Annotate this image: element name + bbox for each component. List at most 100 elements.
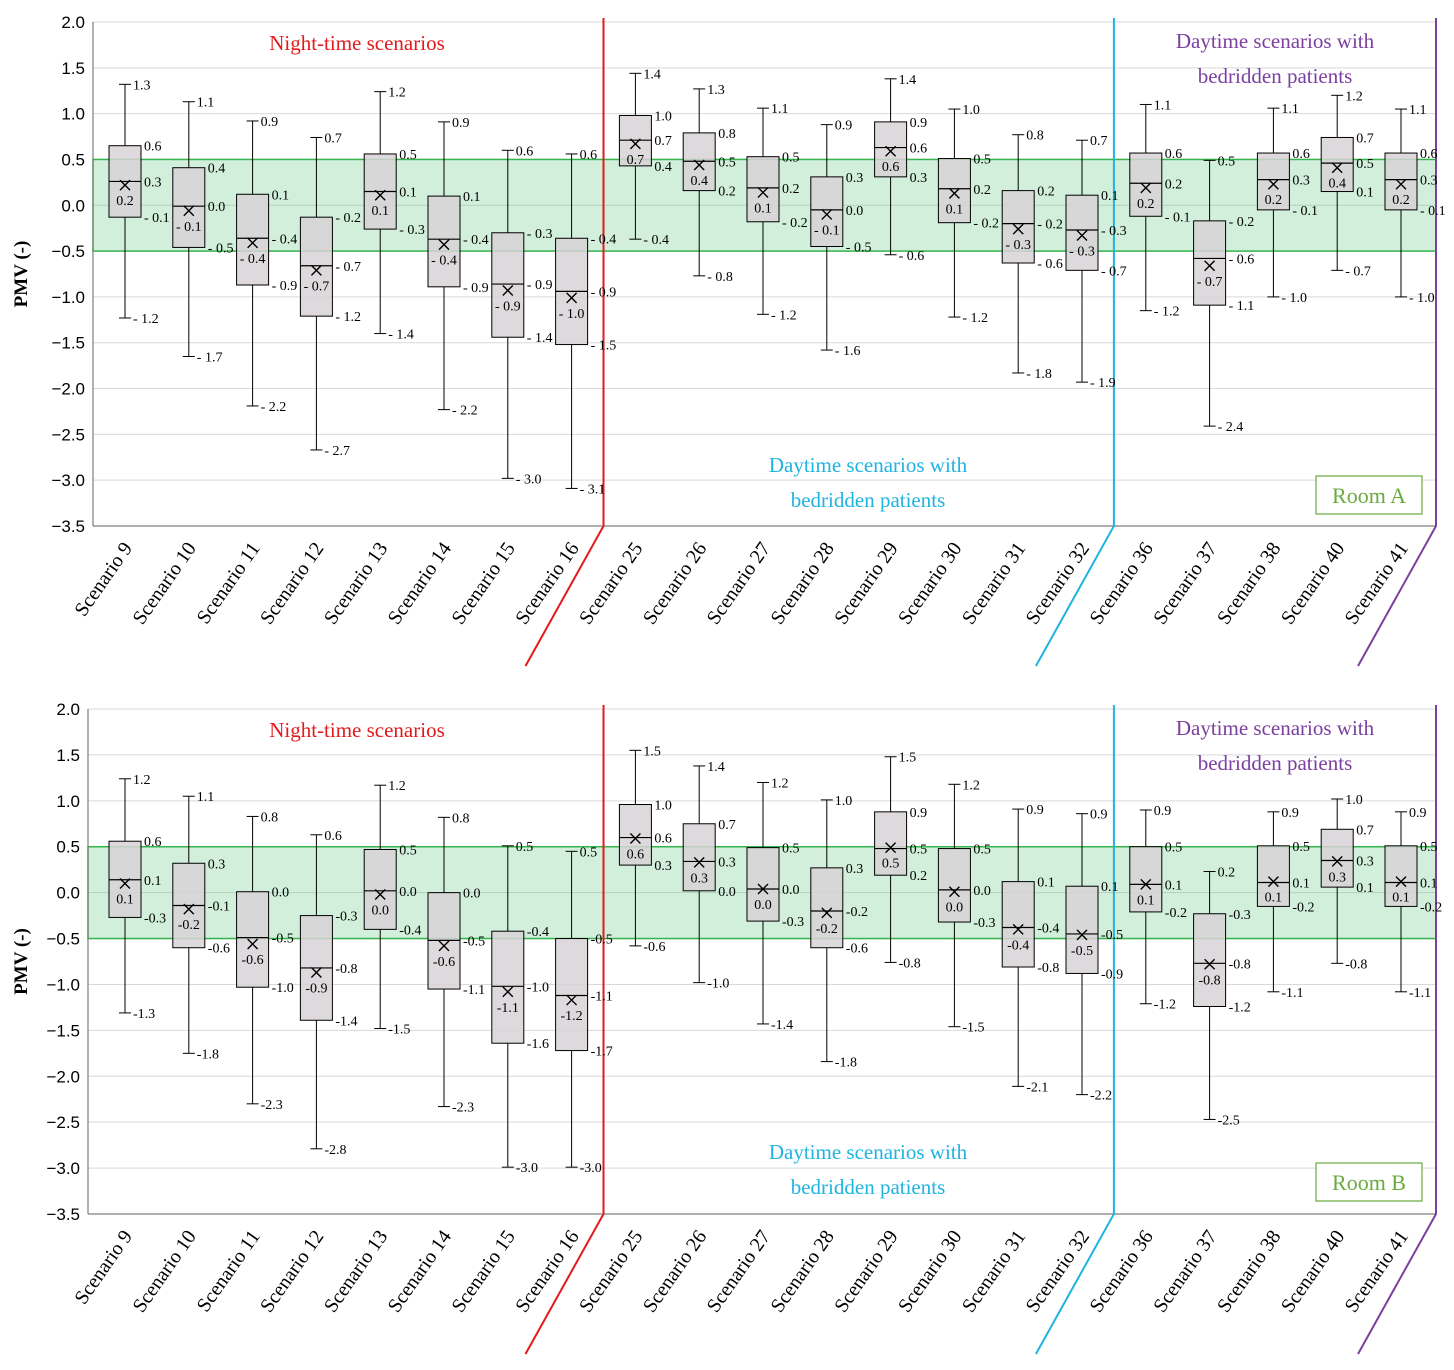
mean-marker: [247, 237, 259, 249]
label-min: -2.5: [1218, 1113, 1240, 1128]
label-median: 0.0: [846, 204, 864, 219]
label-mean: -0.6: [433, 955, 455, 970]
label-q3: 0.1: [1101, 189, 1119, 204]
label-q3: 0.6: [1420, 147, 1438, 162]
y-tick-label: 1.5: [56, 746, 80, 765]
label-q3: 0.6: [144, 140, 162, 155]
mean-marker: [693, 856, 705, 868]
mean-marker: [885, 145, 897, 157]
label-min: -0.6: [643, 940, 665, 955]
label-median: -0.2: [846, 905, 868, 920]
y-tick-label: −2.0: [51, 380, 85, 399]
y-tick-label: −3.5: [46, 1205, 80, 1224]
label-q3: 0.5: [399, 843, 417, 858]
mean-marker: [821, 907, 833, 919]
label-min: -0.8: [1345, 957, 1367, 972]
mean-marker: [310, 264, 322, 276]
label-q3: 0.2: [1037, 185, 1055, 200]
chart-panel-room-a: 2.0 1.5 1.0 0.5 0.0 −0.5 −1.0 −1.5 −2.0 −2.5 −3.0 −…: [11, 13, 1446, 667]
label-median: 0.3: [718, 855, 736, 870]
label-max: 0.2: [1218, 866, 1236, 881]
label-q3: -0.5: [591, 933, 613, 948]
chart-panel-room-b: 2.0 1.5 1.0 0.5 0.0 −0.5 −1.0 −1.5 −2.0 −2.5 −3.0 −…: [11, 700, 1442, 1355]
label-q1: -0.6: [846, 942, 868, 957]
label-median: 0.1: [1420, 877, 1438, 892]
label-min: -1.1: [1409, 986, 1431, 1001]
label-q3: 0.6: [144, 835, 162, 850]
label-median: - 0.3: [1101, 224, 1127, 239]
label-min: -1.4: [771, 1018, 793, 1033]
mean-marker: [1012, 223, 1024, 235]
label-min: - 1.0: [1281, 291, 1307, 306]
label-median: 0.0: [208, 200, 226, 215]
box-iqr: [682, 823, 716, 892]
label-median: - 0.4: [272, 232, 298, 247]
label-q3: 0.5: [973, 153, 991, 168]
label-median: 0.2: [782, 182, 800, 197]
label-min: - 1.6: [835, 344, 861, 359]
region-label: bedridden patients: [791, 488, 946, 512]
box-iqr: [1129, 846, 1163, 913]
label-min: -2.2: [1090, 1089, 1112, 1104]
box-iqr: [1384, 152, 1418, 211]
label-max: 1.0: [1345, 793, 1363, 808]
label-q1: - 0.2: [973, 217, 999, 232]
label-mean: 0.4: [1328, 177, 1346, 192]
label-q1: - 1.1: [1229, 299, 1255, 314]
box-iqr: [746, 847, 780, 922]
label-max: 0.5: [580, 845, 598, 860]
label-max: 0.8: [452, 811, 470, 826]
y-tick-label: −2.5: [51, 425, 85, 444]
label-mean: - 0.1: [176, 220, 202, 235]
x-category-label: Scenario 40: [1277, 538, 1350, 628]
room-label-box: [1315, 475, 1423, 515]
label-min: -3.0: [516, 1161, 538, 1176]
label-q3: 0.5: [1292, 840, 1310, 855]
label-mean: 0.1: [1137, 893, 1155, 908]
label-mean: 0.6: [882, 160, 900, 175]
label-min: - 0.7: [1345, 264, 1371, 279]
label-median: 0.3: [1420, 174, 1438, 189]
label-median: -0.5: [1101, 928, 1123, 943]
label-mean: -1.2: [561, 1009, 583, 1024]
label-q1: 0.4: [654, 160, 672, 175]
box-iqr: [1001, 190, 1035, 264]
label-max: 1.2: [388, 86, 406, 101]
label-max: 0.9: [1281, 806, 1299, 821]
label-mean: 0.4: [690, 174, 708, 189]
label-min: - 1.7: [197, 350, 223, 365]
label-min: -2.3: [452, 1101, 474, 1116]
mean-marker: [948, 886, 960, 898]
label-median: - 0.7: [335, 260, 361, 275]
label-q3: 0.9: [910, 116, 928, 131]
y-tick-label: 1.0: [56, 792, 80, 811]
label-q1: - 0.1: [1165, 210, 1191, 225]
x-category-label: Scenario 10: [128, 1226, 201, 1316]
x-category-label: Scenario 16: [511, 1226, 584, 1316]
box-iqr: [236, 193, 270, 286]
label-mean: 0.2: [1392, 193, 1410, 208]
label-q3: 0.5: [782, 842, 800, 857]
region-divider: [1357, 18, 1437, 667]
mean-marker: [183, 903, 195, 915]
x-category-label: Scenario 28: [766, 1226, 839, 1316]
label-q3: 0.9: [910, 806, 928, 821]
box-iqr: [1193, 913, 1227, 1007]
region-divider: [1035, 705, 1115, 1355]
x-category-label: Scenario 37: [1149, 538, 1222, 628]
label-max: 1.3: [133, 78, 151, 93]
x-category-label: Scenario 31: [958, 538, 1031, 628]
label-q1: -0.4: [399, 923, 421, 938]
y-tick-label: −0.5: [51, 242, 85, 261]
label-q1: - 0.1: [1420, 204, 1446, 219]
label-q3: 0.0: [272, 886, 290, 901]
label-min: - 1.2: [771, 308, 797, 323]
label-mean: 0.2: [116, 194, 134, 209]
label-min: -1.1: [1281, 986, 1303, 1001]
x-category-label: Scenario 41: [1341, 538, 1414, 628]
label-q3: 1.0: [654, 109, 672, 124]
label-max: 1.1: [1281, 102, 1299, 117]
label-min: - 1.0: [1409, 291, 1435, 306]
box-scenario-26: 1.4 0.7 0.3 0.3 0.0 -1.0 Scenario 26: [639, 760, 736, 1317]
